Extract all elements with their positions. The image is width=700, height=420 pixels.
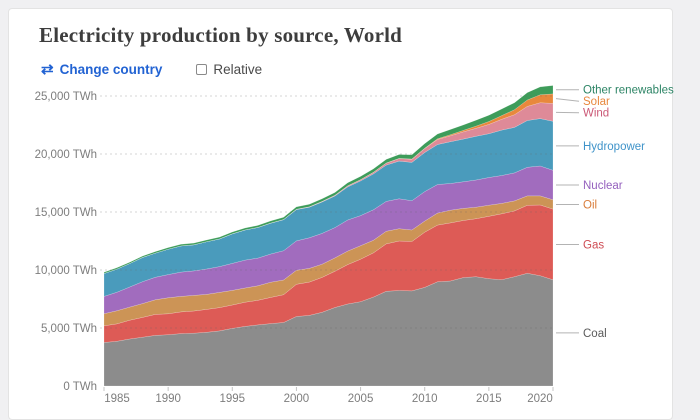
legend-label-solar[interactable]: Solar bbox=[583, 96, 610, 108]
legend-label-wind[interactable]: Wind bbox=[583, 108, 609, 120]
x-axis-label: 2015 bbox=[476, 393, 502, 405]
legend-label-coal[interactable]: Coal bbox=[583, 328, 607, 340]
y-axis-label: 10,000 TWh bbox=[35, 265, 97, 277]
x-axis-label: 1985 bbox=[104, 393, 130, 405]
legend-connector-solar bbox=[556, 99, 579, 102]
x-axis-label: 2000 bbox=[284, 393, 310, 405]
y-axis-label: 25,000 TWh bbox=[35, 91, 97, 103]
x-axis-label: 1995 bbox=[219, 393, 245, 405]
legend-label-other-renewables[interactable]: Other renewables bbox=[583, 85, 674, 97]
x-axis-label: 2020 bbox=[527, 393, 553, 405]
legend-label-gas[interactable]: Gas bbox=[583, 239, 604, 251]
y-axis-label: 0 TWh bbox=[63, 381, 97, 393]
x-axis-label: 2010 bbox=[412, 393, 438, 405]
y-axis-label: 20,000 TWh bbox=[35, 149, 97, 161]
legend-label-nuclear[interactable]: Nuclear bbox=[583, 180, 623, 192]
x-axis-label: 1990 bbox=[155, 393, 181, 405]
y-axis-label: 15,000 TWh bbox=[35, 207, 97, 219]
legend-label-hydropower[interactable]: Hydropower bbox=[583, 141, 645, 153]
legend-label-oil[interactable]: Oil bbox=[583, 199, 597, 211]
x-axis-label: 2005 bbox=[348, 393, 374, 405]
y-axis-label: 5,000 TWh bbox=[41, 323, 97, 335]
